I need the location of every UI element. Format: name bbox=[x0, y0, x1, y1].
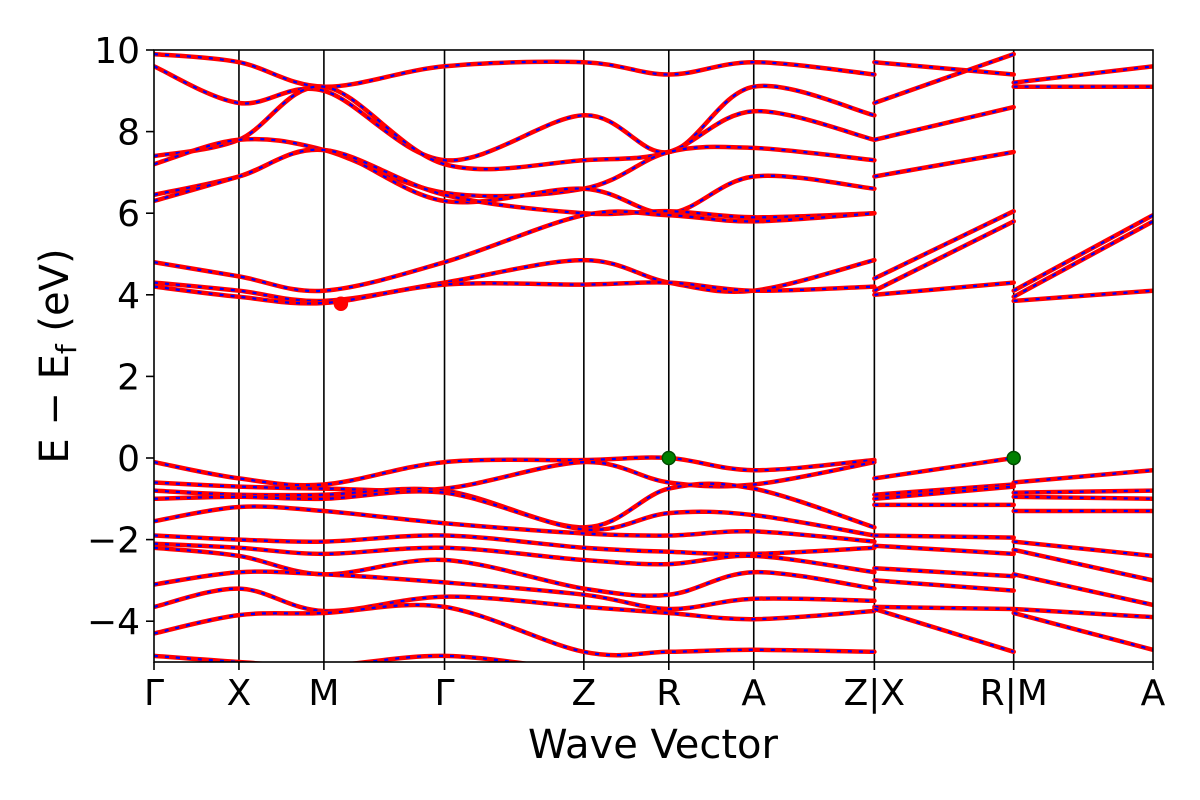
plot-frame bbox=[153, 49, 1154, 663]
band-line-overlay bbox=[874, 567, 1014, 578]
y-axis-title: E − Ef (eV) bbox=[32, 248, 83, 463]
band-line bbox=[872, 455, 1016, 481]
band-line-overlay bbox=[1013, 489, 1153, 494]
band-line-overlay bbox=[154, 546, 875, 597]
x-tick-label: R|M bbox=[980, 673, 1048, 714]
y-tick-label: 4 bbox=[117, 276, 140, 317]
band-line bbox=[1011, 547, 1153, 583]
x-tick-label: X bbox=[227, 673, 252, 714]
band-line-overlay bbox=[1013, 469, 1153, 484]
band-line-overlay bbox=[154, 456, 875, 487]
band-line-overlay bbox=[154, 148, 875, 219]
band-lines bbox=[154, 51, 1153, 662]
band-line-overlay bbox=[873, 210, 1015, 280]
x-tick-label: Z|X bbox=[844, 673, 905, 714]
band-line-overlay bbox=[154, 587, 875, 621]
band-line-overlay bbox=[154, 460, 875, 492]
x-tick-label: A bbox=[741, 673, 766, 714]
x-tick-label: Γ bbox=[144, 673, 164, 714]
band-line-overlay bbox=[154, 542, 875, 574]
band-line-overlay bbox=[874, 534, 1014, 539]
y-tick-label: 2 bbox=[117, 357, 140, 398]
band-line-overlay bbox=[1013, 495, 1153, 500]
band-line-overlay bbox=[873, 220, 1015, 292]
x-tick-label: Γ bbox=[434, 673, 454, 714]
band-line bbox=[154, 602, 877, 658]
band-line-overlay bbox=[154, 65, 875, 162]
band-line-overlay bbox=[1013, 607, 1153, 619]
band-line-overlay bbox=[874, 605, 1014, 611]
band-line-overlay bbox=[154, 53, 875, 88]
band-line-overlay bbox=[874, 53, 1015, 105]
band-line-overlay bbox=[874, 607, 1015, 653]
x-axis-title: Wave Vector bbox=[528, 722, 779, 768]
vbm-R-marker bbox=[661, 450, 677, 466]
band-line-overlay bbox=[874, 281, 1014, 296]
y-axis-title-main: E − E bbox=[32, 354, 78, 464]
band-line-overlay bbox=[874, 106, 1014, 141]
y-axis-title-unit: (eV) bbox=[32, 248, 78, 344]
band-line-overlay bbox=[874, 579, 1014, 592]
extrema-markers bbox=[333, 296, 1021, 466]
band-line-overlay bbox=[154, 148, 875, 215]
band-line-overlay bbox=[874, 544, 1014, 555]
band-line bbox=[1011, 64, 1153, 85]
band-line-overlay bbox=[154, 570, 875, 611]
x-tick-label: R bbox=[656, 673, 681, 714]
band-line bbox=[1011, 539, 1153, 559]
band-line-overlay bbox=[1013, 611, 1153, 651]
band-line bbox=[154, 209, 877, 294]
band-line-overlay bbox=[1013, 220, 1153, 298]
band-line bbox=[1011, 572, 1153, 608]
band-line-overlay bbox=[154, 505, 875, 543]
y-tick-label: −2 bbox=[87, 521, 140, 562]
band-line-overlay bbox=[874, 485, 1014, 500]
band-line bbox=[872, 149, 1016, 179]
y-tick-label: 8 bbox=[117, 113, 140, 154]
band-line-overlay bbox=[154, 490, 875, 537]
band-line-overlay bbox=[874, 483, 1014, 496]
y-axis-title-sub: f bbox=[50, 343, 83, 354]
y-tick-label: 10 bbox=[94, 31, 140, 72]
x-axis: Γ X M Γ Z R A Z|X R|M A bbox=[144, 662, 1166, 714]
band-line-overlay bbox=[154, 534, 875, 556]
vbm-R2-marker bbox=[1006, 450, 1021, 466]
x-tick-label: A bbox=[1141, 673, 1166, 714]
y-axis: 10 8 6 4 2 0 −2 −4 bbox=[87, 31, 154, 643]
y-tick-label: 6 bbox=[117, 194, 140, 235]
y-tick-label: 0 bbox=[117, 439, 140, 480]
x-tick-label: M bbox=[308, 673, 339, 714]
band-line-overlay bbox=[154, 281, 875, 305]
band-line-overlay bbox=[1013, 214, 1153, 292]
cbm-marker bbox=[333, 296, 349, 312]
band-line-overlay bbox=[1013, 289, 1153, 302]
band-line-overlay bbox=[154, 85, 875, 171]
y-tick-label: −4 bbox=[87, 602, 140, 643]
band-line-overlay bbox=[874, 61, 1014, 76]
x-tick-label: Z bbox=[572, 673, 597, 714]
